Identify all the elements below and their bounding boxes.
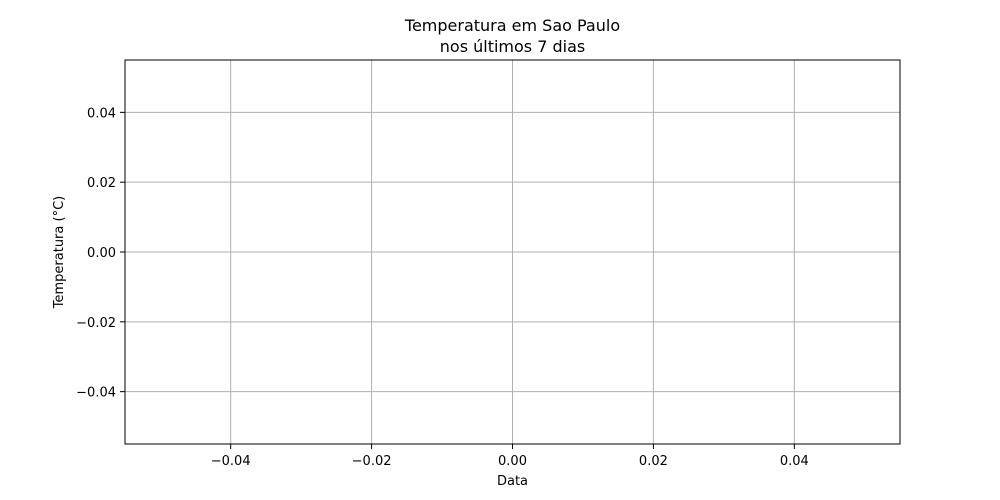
x-tick-label: 0.04 [780,454,809,469]
x-axis-label: Data [497,474,528,489]
y-tick-label: 0.04 [87,106,116,121]
y-tick-label: 0.02 [87,176,116,191]
chart-title-line-2: nos últimos 7 dias [440,37,585,56]
y-tick-label: −0.02 [76,316,116,331]
y-axis-label: Temperatura (°C) [52,196,67,309]
x-axis-ticks: −0.04 −0.02 0.00 0.02 0.04 [211,444,809,469]
x-tick-label: −0.04 [211,454,251,469]
y-axis-ticks: −0.04 −0.02 0.00 0.02 0.04 [76,106,125,401]
x-tick-label: 0.00 [498,454,527,469]
x-tick-label: 0.02 [639,454,668,469]
y-tick-label: −0.04 [76,386,116,401]
chart-title-line-1: Temperatura em Sao Paulo [404,16,620,35]
x-tick-label: −0.02 [352,454,392,469]
y-tick-label: 0.00 [87,246,116,261]
grid-lines [125,60,900,444]
